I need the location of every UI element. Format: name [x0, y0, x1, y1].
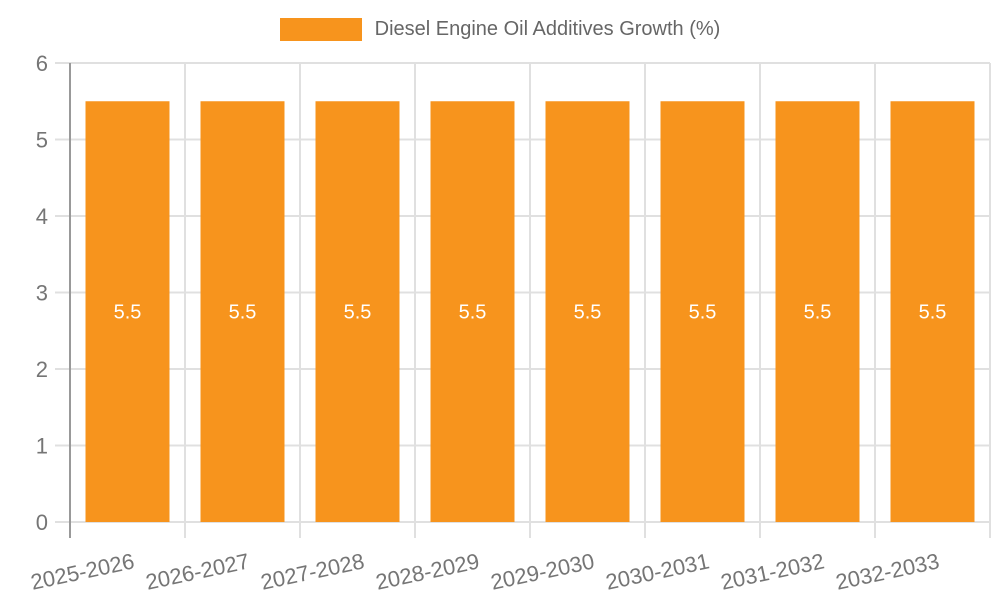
- bar-value-label: 5.5: [229, 302, 257, 324]
- bar[interactable]: [315, 101, 400, 522]
- x-axis-tick-label: 2027-2028: [258, 548, 366, 594]
- x-axis-tick-label: 2025-2026: [28, 548, 136, 594]
- legend-swatch-icon: [279, 18, 362, 41]
- bar[interactable]: [660, 101, 745, 522]
- bar-value-label: 5.5: [114, 302, 142, 324]
- legend-label: Diesel Engine Oil Additives Growth (%): [374, 18, 721, 40]
- bar[interactable]: [200, 101, 285, 522]
- x-axis-tick-label: 2026-2027: [143, 548, 251, 594]
- y-axis-tick-label: 3: [36, 281, 48, 306]
- bar-value-label: 5.5: [689, 302, 717, 324]
- x-axis-tick-label: 2032-2033: [833, 548, 941, 594]
- y-axis-tick-label: 1: [36, 434, 48, 459]
- legend[interactable]: Diesel Engine Oil Additives Growth (%): [0, 18, 1000, 41]
- bar-value-label: 5.5: [459, 302, 487, 324]
- x-axis-tick-label: 2030-2031: [603, 548, 711, 594]
- bar[interactable]: [775, 101, 860, 522]
- bar[interactable]: [545, 101, 630, 522]
- y-axis-tick-label: 2: [36, 357, 48, 382]
- x-axis-tick-label: 2031-2032: [718, 548, 826, 594]
- bar[interactable]: [430, 101, 515, 522]
- bar-value-label: 5.5: [344, 302, 372, 324]
- bar-value-label: 5.5: [919, 302, 947, 324]
- y-axis-tick-label: 5: [36, 128, 48, 153]
- bar[interactable]: [85, 101, 170, 522]
- y-axis-tick-label: 4: [36, 204, 48, 229]
- bar[interactable]: [890, 101, 975, 522]
- bar-value-label: 5.5: [574, 302, 602, 324]
- y-axis-tick-label: 0: [36, 510, 48, 535]
- x-axis-tick-label: 2028-2029: [373, 548, 481, 594]
- y-axis-tick-label: 6: [36, 51, 48, 76]
- bar-value-label: 5.5: [804, 302, 832, 324]
- x-axis-tick-label: 2029-2030: [488, 548, 596, 594]
